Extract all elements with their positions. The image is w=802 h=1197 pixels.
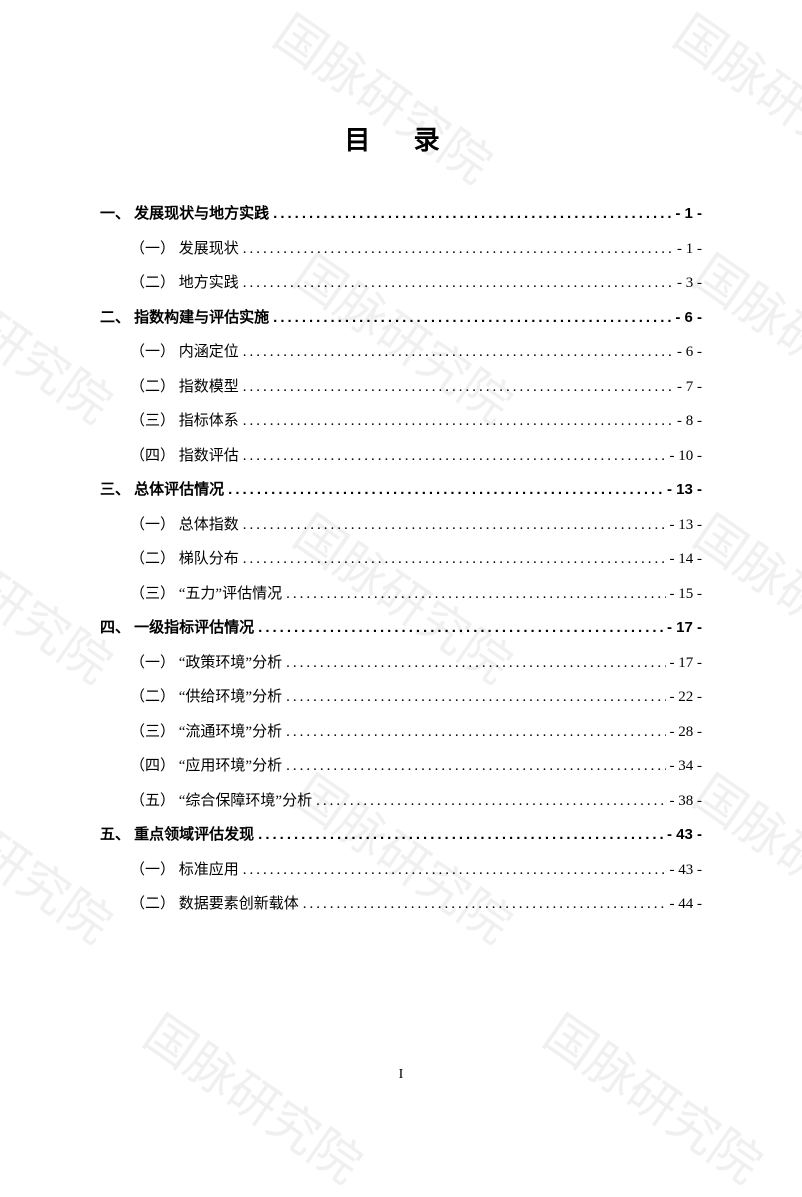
toc-list: 一、 发展现状与地方实践 - 1 - （一） 发展现状 - 1 - （二） 地方实践 - …: [100, 197, 702, 922]
toc-entry-label: （四） 指数评估: [130, 439, 239, 474]
toc-entry-page: - 17 -: [667, 611, 702, 646]
toc-entry: （四） 指数评估 - 10 -: [100, 439, 702, 474]
toc-entry: （二） 地方实践 - 3 -: [100, 266, 702, 301]
toc-dots: [286, 749, 665, 784]
toc-entry-label: （一） “政策环境”分析: [130, 646, 282, 681]
toc-entry: 三、 总体评估情况 - 13 -: [100, 473, 702, 508]
toc-entry: 二、 指数构建与评估实施 - 6 -: [100, 301, 702, 336]
toc-dots: [303, 887, 666, 922]
toc-entry-label: （五） “综合保障环境”分析: [130, 784, 312, 819]
toc-entry-page: - 1 -: [675, 197, 702, 232]
toc-dots: [286, 715, 665, 750]
toc-entry: （二） “供给环境”分析 - 22 -: [100, 680, 702, 715]
toc-entry-page: - 6 -: [677, 335, 702, 370]
watermark: 国脉研究院: [132, 995, 378, 1197]
toc-entry: （二） 数据要素创新载体 - 44 -: [100, 887, 702, 922]
toc-entry-page: - 3 -: [677, 266, 702, 301]
toc-entry-page: - 1 -: [677, 232, 702, 267]
toc-entry-label: （三） 指标体系: [130, 404, 239, 439]
toc-entry-label: （三） “五力”评估情况: [130, 577, 282, 612]
toc-entry-page: - 43 -: [667, 818, 702, 853]
toc-entry-page: - 14 -: [670, 542, 703, 577]
toc-entry-label: （三） “流通环境”分析: [130, 715, 282, 750]
toc-dots: [243, 266, 673, 301]
toc-entry: 五、 重点领域评估发现 - 43 -: [100, 818, 702, 853]
toc-entry-label: 三、 总体评估情况: [100, 473, 224, 508]
toc-title: 目 录: [100, 120, 702, 157]
toc-entry-label: （二） “供给环境”分析: [130, 680, 282, 715]
watermark: 国脉研究院: [532, 995, 778, 1197]
toc-dots: [243, 404, 673, 439]
toc-entry: （四） “应用环境”分析 - 34 -: [100, 749, 702, 784]
toc-dots: [286, 577, 665, 612]
toc-entry-page: - 13 -: [670, 508, 703, 543]
toc-dots: [258, 611, 663, 646]
toc-entry-page: - 43 -: [670, 853, 703, 888]
toc-dots: [243, 853, 666, 888]
toc-entry-page: - 10 -: [670, 439, 703, 474]
toc-entry: 四、 一级指标评估情况 - 17 -: [100, 611, 702, 646]
toc-entry-label: （一） 发展现状: [130, 232, 239, 267]
toc-entry-label: （二） 指数模型: [130, 370, 239, 405]
toc-entry: （一） 总体指数 - 13 -: [100, 508, 702, 543]
toc-dots: [243, 335, 673, 370]
toc-entry: （三） “流通环境”分析 - 28 -: [100, 715, 702, 750]
toc-entry-page: - 38 -: [670, 784, 703, 819]
toc-entry-label: （一） 内涵定位: [130, 335, 239, 370]
toc-entry-page: - 44 -: [670, 887, 703, 922]
toc-entry-label: （二） 梯队分布: [130, 542, 239, 577]
toc-entry-page: - 34 -: [670, 749, 703, 784]
toc-dots: [286, 680, 665, 715]
toc-entry: （一） 内涵定位 - 6 -: [100, 335, 702, 370]
toc-dots: [286, 646, 665, 681]
toc-dots: [243, 542, 666, 577]
toc-entry: （五） “综合保障环境”分析 - 38 -: [100, 784, 702, 819]
toc-dots: [243, 508, 666, 543]
toc-entry-label: （四） “应用环境”分析: [130, 749, 282, 784]
toc-entry-page: - 15 -: [670, 577, 703, 612]
toc-entry-page: - 7 -: [677, 370, 702, 405]
toc-entry: 一、 发展现状与地方实践 - 1 -: [100, 197, 702, 232]
toc-entry-label: 一、 发展现状与地方实践: [100, 197, 269, 232]
toc-entry: （二） 指数模型 - 7 -: [100, 370, 702, 405]
toc-dots: [273, 301, 671, 336]
toc-entry: （一） 发展现状 - 1 -: [100, 232, 702, 267]
toc-entry-page: - 6 -: [675, 301, 702, 336]
toc-entry: （三） 指标体系 - 8 -: [100, 404, 702, 439]
toc-entry-label: （一） 标准应用: [130, 853, 239, 888]
toc-dots: [243, 232, 673, 267]
toc-dots: [243, 439, 666, 474]
toc-entry: （一） 标准应用 - 43 -: [100, 853, 702, 888]
toc-entry: （一） “政策环境”分析 - 17 -: [100, 646, 702, 681]
toc-entry-label: 五、 重点领域评估发现: [100, 818, 254, 853]
toc-dots: [316, 784, 665, 819]
toc-dots: [273, 197, 671, 232]
toc-entry-page: - 28 -: [670, 715, 703, 750]
toc-entry-label: （二） 数据要素创新载体: [130, 887, 299, 922]
toc-entry-page: - 8 -: [677, 404, 702, 439]
toc-entry-page: - 17 -: [670, 646, 703, 681]
toc-entry-label: （一） 总体指数: [130, 508, 239, 543]
page-number: I: [0, 1067, 802, 1083]
toc-dots: [243, 370, 673, 405]
toc-entry-label: 二、 指数构建与评估实施: [100, 301, 269, 336]
toc-dots: [258, 818, 663, 853]
toc-entry-page: - 22 -: [670, 680, 703, 715]
toc-page: 目 录 一、 发展现状与地方实践- 1 -（一） 发展现状- 1 -（二） 地方…: [0, 0, 802, 982]
toc-entry-page: - 13 -: [667, 473, 702, 508]
toc-entry-label: （二） 地方实践: [130, 266, 239, 301]
toc-entry: （三） “五力”评估情况 - 15 -: [100, 577, 702, 612]
toc-entry-label: 四、 一级指标评估情况: [100, 611, 254, 646]
toc-dots: [228, 473, 663, 508]
toc-entry: （二） 梯队分布 - 14 -: [100, 542, 702, 577]
